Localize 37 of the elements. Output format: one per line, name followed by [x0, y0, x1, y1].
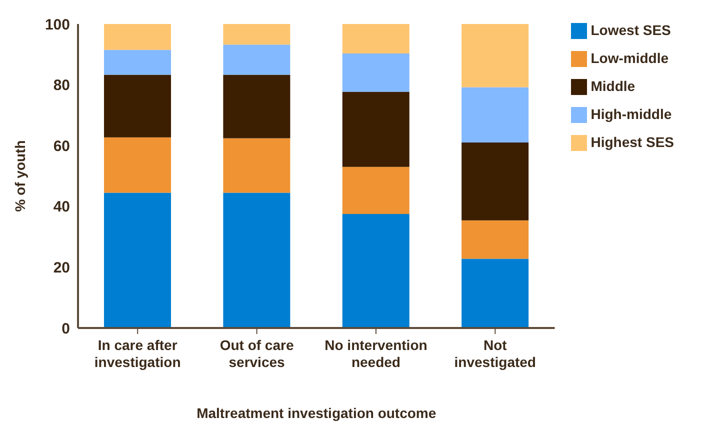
- bar: [342, 166, 410, 214]
- bar: [104, 137, 171, 193]
- bar: [462, 87, 529, 143]
- legend-label: Middle: [590, 78, 636, 94]
- x-tick-label: Not investigated: [454, 337, 536, 370]
- y-tick-label: 0: [62, 320, 70, 338]
- bar: [223, 24, 290, 45]
- bar: [342, 24, 410, 54]
- legend-label: Highest SES: [590, 134, 674, 150]
- bar: [104, 24, 171, 50]
- bar: [104, 192, 171, 328]
- y-tick-label: 80: [53, 77, 70, 94]
- x-tick-label: Out of care services: [220, 337, 294, 370]
- legend-label: Low-middle: [590, 50, 669, 66]
- y-tick-label: 40: [53, 198, 70, 216]
- bar: [104, 74, 171, 138]
- bar: [223, 192, 290, 328]
- bar: [462, 258, 529, 328]
- bar: [462, 142, 529, 220]
- bar: [223, 44, 290, 75]
- bar: [462, 220, 529, 259]
- bar: [104, 50, 171, 75]
- bar: [342, 53, 410, 92]
- x-tick-label: No intervention needed: [324, 337, 428, 370]
- legend-label: Lowest SES: [590, 22, 671, 38]
- y-tick-label: 20: [53, 260, 70, 277]
- bar: [342, 214, 410, 328]
- bar: [223, 138, 290, 193]
- y-tick-label: 60: [53, 138, 70, 155]
- x-tick-label: In care after investigation: [94, 337, 181, 370]
- x-axis-title: Maltreatment investigation outcome: [196, 405, 436, 421]
- legend-label: High-middle: [590, 106, 672, 122]
- bar: [462, 24, 529, 88]
- y-tick-label: 100: [44, 16, 70, 34]
- y-axis-title: % of youth: [12, 140, 28, 212]
- bar: [223, 74, 290, 138]
- bar: [342, 92, 410, 167]
